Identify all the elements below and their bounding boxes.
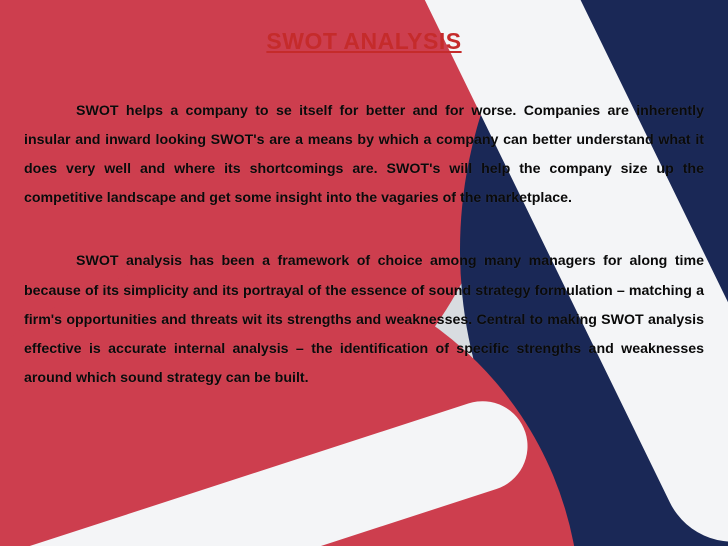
slide-content: SWOT ANALYSIS SWOT helps a company to se…: [0, 0, 728, 393]
paragraph-2: SWOT analysis has been a framework of ch…: [24, 247, 704, 393]
slide-title: SWOT ANALYSIS: [24, 28, 704, 55]
paragraph-1: SWOT helps a company to se itself for be…: [24, 97, 704, 213]
